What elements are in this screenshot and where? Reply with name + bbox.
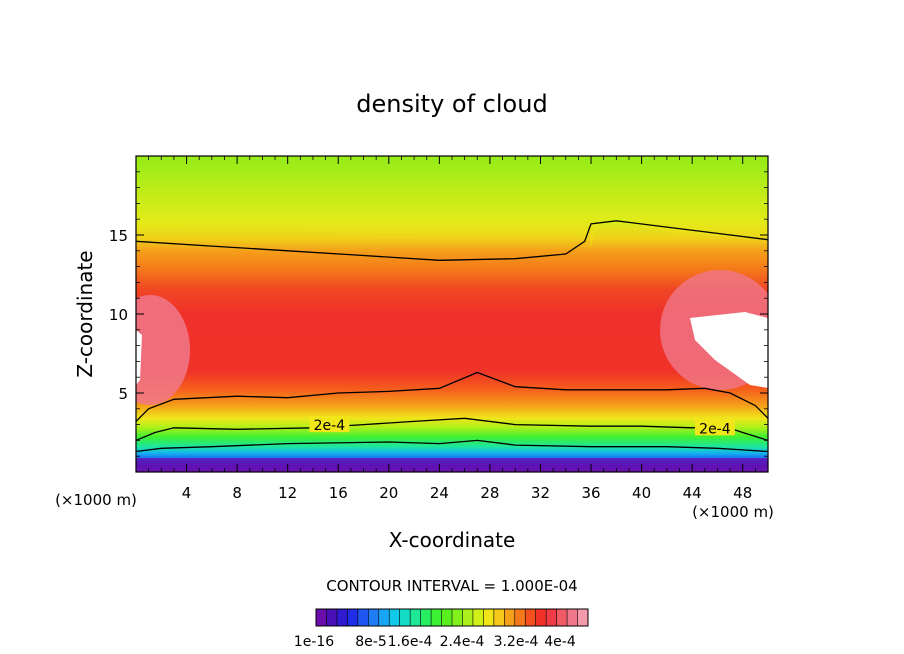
colorbar-swatch bbox=[483, 609, 495, 626]
colorbar-tick-label: 1.6e-4 bbox=[388, 634, 433, 650]
colorbar-swatch bbox=[546, 609, 557, 626]
pink-region-left bbox=[136, 295, 190, 405]
x-tick-label: 12 bbox=[278, 484, 297, 502]
colorbar-swatch bbox=[357, 609, 369, 626]
contour-label-bg bbox=[309, 416, 350, 433]
plot-area: 2e-4 2e-4 bbox=[136, 156, 768, 472]
colorbar-swatch bbox=[399, 609, 411, 626]
colorbar-swatch bbox=[462, 609, 474, 626]
y-tick-label: 15 bbox=[109, 227, 128, 245]
x-tick-label: 8 bbox=[232, 484, 242, 502]
colorbar-swatch bbox=[410, 609, 421, 626]
colorbar-swatch bbox=[525, 609, 536, 626]
x-tick-label: 40 bbox=[632, 484, 651, 502]
contour-label-bg bbox=[694, 419, 735, 436]
colorbar-swatch bbox=[368, 609, 380, 626]
x-tick-label: 4 bbox=[182, 484, 192, 502]
colorbar-labels: 1e-16 8e-5 1.6e-4 2.4e-4 3.2e-4 4e-4 bbox=[294, 634, 576, 650]
colorbar bbox=[315, 608, 589, 627]
max-region-left bbox=[136, 330, 142, 385]
colorbar-swatch bbox=[316, 609, 327, 626]
colorbar-swatch bbox=[504, 609, 516, 626]
contour-label: 2e-4 bbox=[314, 418, 346, 434]
colorbar-swatch bbox=[326, 609, 338, 626]
colorbar-swatch bbox=[378, 609, 390, 626]
colorbar-tick-label: 3.2e-4 bbox=[494, 634, 539, 650]
x-tick-label: 28 bbox=[480, 484, 499, 502]
contour-line bbox=[136, 371, 768, 422]
contour-line bbox=[136, 439, 768, 453]
x-tick-label: 20 bbox=[379, 484, 398, 502]
colorbar-swatch bbox=[535, 609, 547, 626]
x-tick-label: 24 bbox=[430, 484, 449, 502]
colorbar-swatch bbox=[336, 609, 348, 626]
colorbar-tick-label: 2.4e-4 bbox=[440, 634, 485, 650]
x-tick-label: 44 bbox=[683, 484, 702, 502]
contour-lines: 2e-4 2e-4 bbox=[136, 220, 768, 453]
colorbar-swatch bbox=[420, 609, 432, 626]
x-unit-label-right: (×1000 m) bbox=[692, 503, 774, 521]
colorbar-swatch bbox=[389, 609, 400, 626]
colorbar-swatch bbox=[514, 609, 526, 626]
colorbar-swatch bbox=[441, 609, 453, 626]
contour-interval-text: CONTOUR INTERVAL = 1.000E-04 bbox=[326, 577, 577, 595]
contour-label: 2e-4 bbox=[699, 421, 731, 437]
x-tick-label: 36 bbox=[581, 484, 600, 502]
colorbar-swatch bbox=[493, 609, 505, 626]
lower-band bbox=[136, 458, 768, 472]
chart-title: density of cloud bbox=[356, 90, 547, 118]
contour-line bbox=[136, 220, 768, 261]
x-tick-label: 16 bbox=[329, 484, 348, 502]
y-tick-label: 5 bbox=[118, 385, 128, 403]
max-region bbox=[690, 312, 768, 388]
colorbar-swatch bbox=[347, 609, 359, 626]
colorbar-tick-label: 4e-4 bbox=[544, 634, 576, 650]
colorbar-swatch bbox=[577, 609, 589, 626]
colorbar-tick-label: 8e-5 bbox=[355, 634, 386, 650]
colorbar-swatch bbox=[431, 609, 442, 626]
x-tick-label: 48 bbox=[733, 484, 752, 502]
colorbar-swatch bbox=[452, 609, 463, 626]
x-tick-label: 32 bbox=[531, 484, 550, 502]
x-unit-label-left: (×1000 m) bbox=[55, 491, 137, 509]
colorbar-swatch bbox=[472, 609, 484, 626]
x-axis-label: X-coordinate bbox=[389, 528, 516, 552]
colorbar-swatch bbox=[556, 609, 568, 626]
y-tick-label: 10 bbox=[109, 306, 128, 324]
colorbar-tick-label: 1e-16 bbox=[294, 634, 334, 650]
colorbar-swatch bbox=[567, 609, 578, 626]
y-axis-label: Z-coordinate bbox=[73, 250, 97, 377]
upper-band bbox=[136, 156, 768, 250]
